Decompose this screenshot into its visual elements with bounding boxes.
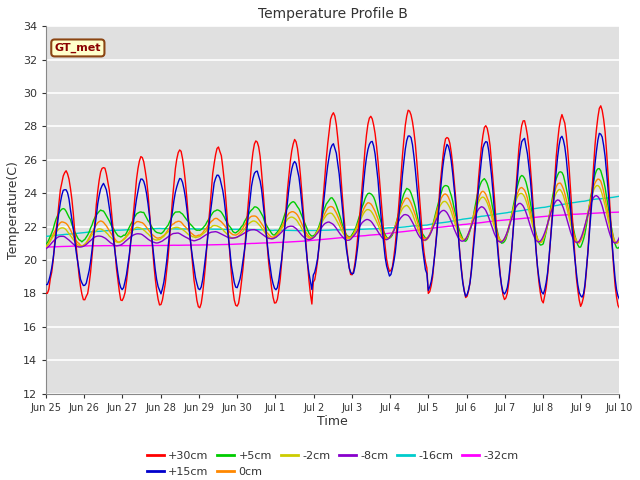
Legend: +30cm, +15cm, +5cm, 0cm, -2cm, -8cm, -16cm, -32cm: +30cm, +15cm, +5cm, 0cm, -2cm, -8cm, -16…	[143, 447, 523, 480]
X-axis label: Time: Time	[317, 415, 348, 429]
Text: GT_met: GT_met	[54, 43, 101, 53]
Y-axis label: Temperature(C): Temperature(C)	[7, 161, 20, 259]
Title: Temperature Profile B: Temperature Profile B	[258, 7, 408, 21]
